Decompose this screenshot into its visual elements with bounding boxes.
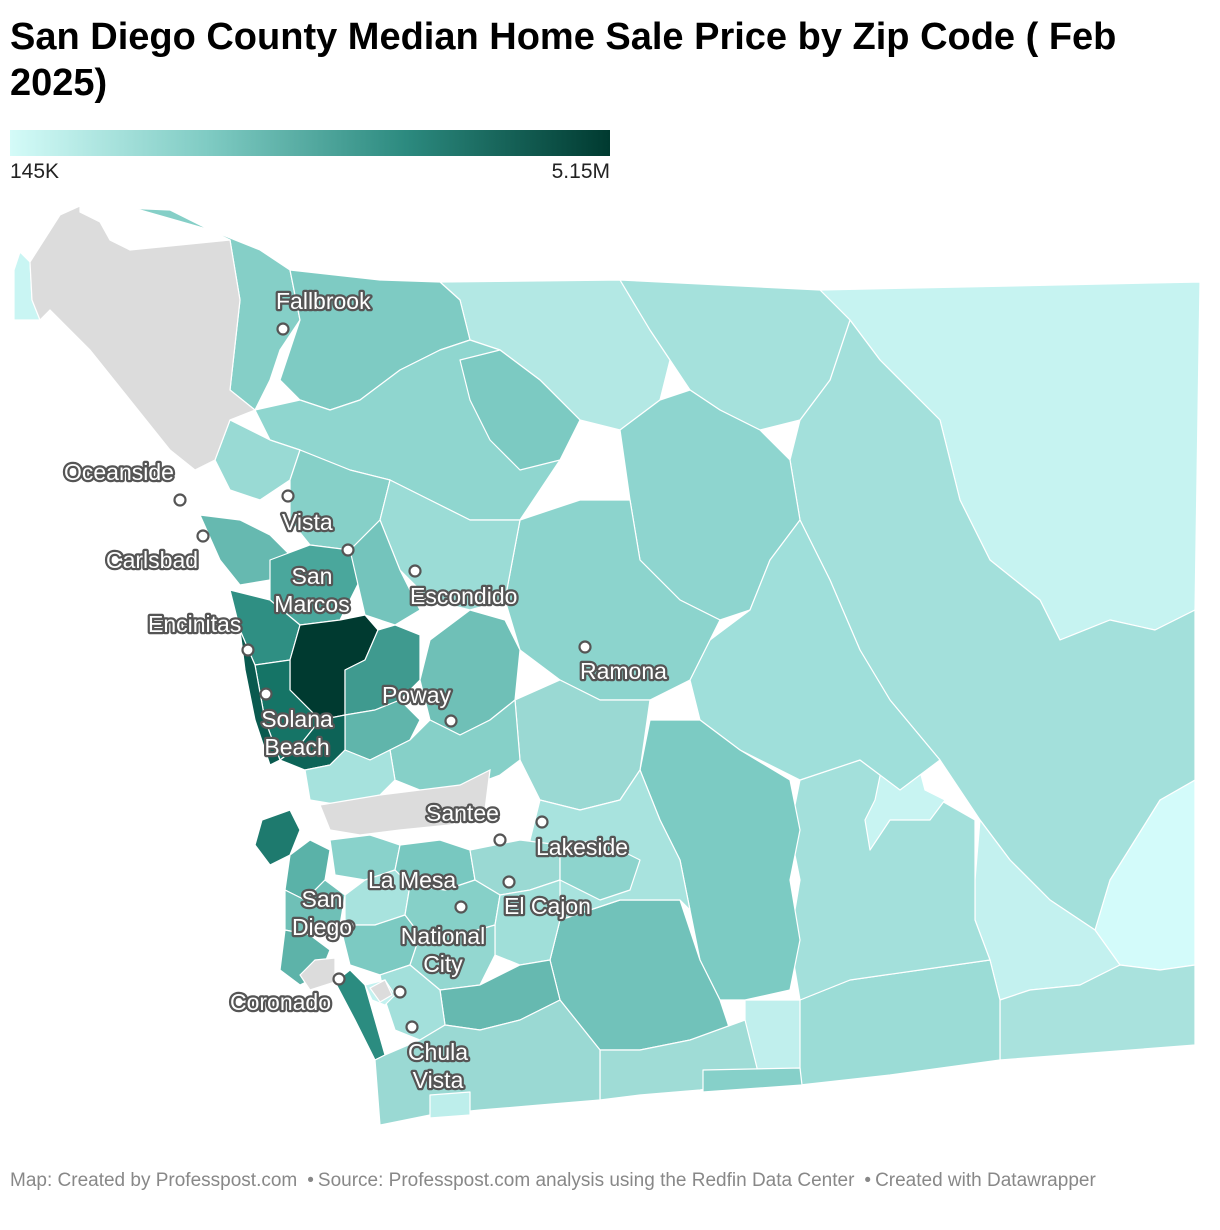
city-marker-carlsbad[interactable] — [196, 529, 210, 543]
city-label-poway: Poway — [382, 682, 452, 708]
city-label-vista: Vista — [282, 509, 333, 535]
city-label-san-marcos: San Marcos — [274, 563, 349, 617]
legend-min-label: 145K — [10, 160, 60, 183]
city-label-oceanside: Oceanside — [64, 459, 174, 485]
city-marker-san-diego[interactable] — [342, 919, 356, 933]
city-marker-san-marcos[interactable] — [341, 543, 355, 557]
city-marker-la-mesa[interactable] — [502, 875, 516, 889]
city-marker-encinitas[interactable] — [241, 643, 255, 657]
city-label-encinitas: Encinitas — [148, 611, 241, 637]
zip-region[interactable] — [504, 499, 721, 701]
city-label-solana-beach: Solana Beach — [261, 706, 333, 760]
city-label-la-mesa: La Mesa — [368, 867, 456, 893]
city-marker-el-cajon[interactable] — [454, 900, 468, 914]
choropleth-map: Fallbrook Oceanside Vista Carlsbad San Marcos… — [13, 205, 1201, 1126]
city-marker-escondido[interactable] — [408, 564, 422, 578]
zip-region[interactable] — [429, 1091, 471, 1119]
zip-region[interactable] — [459, 349, 581, 471]
city-marker-ramona[interactable] — [578, 640, 592, 654]
map-footer: Map: Created by Professpost.com • Source: … — [10, 1168, 1190, 1193]
city-label-carlsbad: Carlsbad — [106, 547, 198, 573]
city-marker-vista[interactable] — [281, 489, 295, 503]
city-label-fallbrook: Fallbrook — [276, 288, 371, 314]
legend-max-label: 5.15M — [551, 160, 610, 183]
city-label-escondido: Escondido — [410, 583, 517, 609]
legend-labels: 145K 5.15M — [10, 160, 610, 186]
footer-separator: • — [864, 1170, 872, 1191]
footer-map-credit: Map: Created by Professpost.com — [10, 1170, 298, 1191]
city-marker-solana-beach[interactable] — [259, 687, 273, 701]
color-legend: 145K 5.15M — [10, 130, 610, 186]
footer-separator: • — [307, 1170, 314, 1191]
no-data-region-airport — [299, 957, 336, 991]
city-label-chula-vista: Chula Vista — [408, 1039, 468, 1093]
zip-region[interactable] — [999, 964, 1196, 1061]
legend-gradient-bar — [10, 130, 610, 156]
zip-region[interactable] — [214, 419, 301, 501]
footer-tool: Created with Datawrapper — [875, 1170, 1096, 1191]
city-label-el-cajon: El Cajon — [504, 893, 591, 919]
city-label-national-city: National City — [401, 923, 485, 977]
city-marker-santee[interactable] — [493, 833, 507, 847]
city-label-san-diego: San Diego — [292, 886, 352, 940]
city-marker-national-city[interactable] — [393, 985, 407, 999]
zip-region[interactable] — [304, 749, 396, 806]
city-marker-poway[interactable] — [444, 714, 458, 728]
city-marker-lakeside[interactable] — [535, 815, 549, 829]
city-marker-coronado[interactable] — [332, 972, 346, 986]
city-label-santee: Santee — [426, 800, 499, 826]
zip-region[interactable] — [702, 1067, 803, 1093]
zip-region[interactable] — [389, 699, 521, 791]
city-marker-oceanside[interactable] — [173, 493, 187, 507]
zip-region[interactable] — [689, 519, 941, 791]
zip-region[interactable] — [334, 969, 386, 1061]
no-data-region-miramar — [319, 768, 491, 836]
no-data-region-bay — [369, 979, 393, 1003]
city-label-coronado: Coronado — [230, 989, 331, 1015]
city-label-ramona: Ramona — [580, 658, 667, 684]
zip-region[interactable] — [239, 629, 281, 766]
city-label-lakeside: Lakeside — [536, 834, 628, 860]
footer-source: Source: Professpost.com analysis using t… — [317, 1170, 855, 1191]
city-marker-fallbrook[interactable] — [276, 322, 290, 336]
map-title: San Diego County Median Home Sale Price … — [10, 16, 1117, 104]
no-data-region-camp-pendleton — [29, 205, 257, 471]
city-marker-chula-vista[interactable] — [405, 1020, 419, 1034]
